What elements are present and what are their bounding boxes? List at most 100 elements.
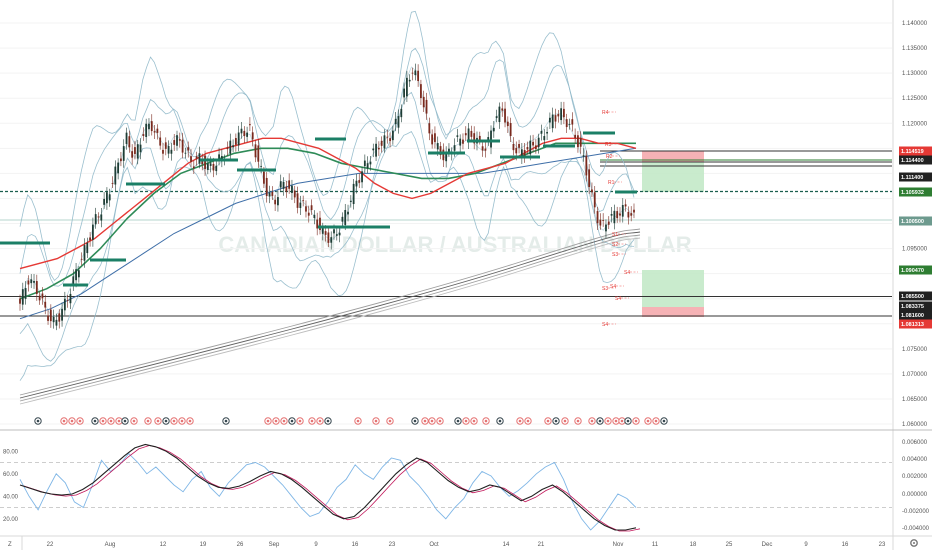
event-flag-dot — [356, 419, 360, 423]
candle-body — [361, 171, 363, 183]
candle-body — [263, 171, 265, 184]
candle-body — [506, 121, 509, 127]
candle-body — [302, 200, 305, 202]
price-tags: 1.114519 1.114400 1.111400 1.105932 1.100500… — [899, 146, 932, 329]
event-flag-dot — [518, 419, 522, 423]
candle-body — [442, 149, 445, 161]
oscillator-signal-line — [23, 445, 641, 532]
bollinger-band-lower — [19, 130, 635, 381]
price-tick-label: 1.135000 — [902, 46, 928, 52]
candle-body — [619, 213, 621, 216]
bollinger-band-upper — [19, 10, 635, 282]
candle-body — [184, 152, 187, 154]
event-flag-dot — [456, 419, 460, 423]
event-flag-dot — [298, 419, 302, 423]
long-moving-average — [19, 234, 641, 402]
candle-body — [114, 166, 117, 185]
candle-body — [187, 147, 190, 151]
candle-body — [198, 153, 201, 164]
oscillator-right-tick: 0.000000 — [902, 492, 928, 498]
candle-body — [453, 145, 456, 151]
oscillator-left-tick: 80.00 — [3, 449, 19, 455]
candle-body — [41, 293, 44, 299]
candle-body — [574, 134, 577, 139]
candle-body — [75, 269, 77, 281]
candle-body — [448, 148, 450, 153]
candle-body — [532, 141, 534, 146]
candle-body — [234, 138, 237, 145]
event-flag-dot — [646, 419, 650, 423]
price-tag-box — [899, 301, 932, 311]
candle-body — [462, 139, 464, 144]
candle-body — [103, 198, 106, 205]
candle-body — [30, 279, 33, 284]
time-tick-label: 23 — [389, 542, 396, 548]
candle-body — [377, 147, 380, 150]
candle-body — [478, 135, 481, 140]
candle-body — [582, 155, 585, 157]
event-flag-dot — [464, 419, 468, 423]
candle-body — [86, 242, 89, 254]
candle-body — [557, 114, 560, 117]
price-tag-box — [899, 172, 932, 182]
price-tag-box — [899, 319, 932, 329]
candle-body — [232, 145, 234, 148]
oscillator-fast-line — [19, 452, 637, 531]
candle-body — [372, 148, 375, 151]
candle-body — [226, 147, 229, 150]
pivot-label: S3 — [612, 252, 618, 258]
candle-body — [181, 139, 184, 153]
candle-body — [265, 177, 268, 197]
time-tick-label: Oct — [429, 542, 439, 548]
candle-body — [33, 280, 35, 283]
candle-body — [139, 144, 142, 153]
time-tick-label: 21 — [538, 542, 545, 548]
candle-body — [229, 140, 232, 154]
event-flag-dot — [117, 419, 121, 423]
candle-body — [621, 205, 624, 217]
candle-body — [627, 211, 630, 218]
candle-body — [164, 142, 167, 149]
time-axis[interactable]: 22 Aug 12 19 26 Sep 9 16 23 Oct 14 21 Nov 11 18 25 Dec 9 1… — [47, 542, 886, 548]
candle-body — [176, 135, 178, 146]
event-flag-dot — [634, 419, 638, 423]
candle-body — [487, 137, 490, 142]
candle-body — [296, 193, 299, 208]
candle-body — [288, 180, 291, 189]
candle-body — [142, 134, 145, 136]
candle-body — [327, 232, 330, 243]
candle-body — [473, 133, 476, 144]
candle-body — [305, 206, 307, 212]
candle-body — [201, 160, 204, 165]
candle-body — [80, 258, 83, 260]
price-axis[interactable]: 1.140000 1.135000 1.130000 1.125000 1.120000… — [902, 21, 928, 428]
candle-body — [386, 136, 389, 138]
candle-body — [520, 149, 523, 159]
time-tick-label: 18 — [690, 542, 697, 548]
candle-body — [610, 213, 613, 216]
candle-body — [125, 132, 128, 144]
candle-body — [69, 293, 72, 304]
event-flag-dot — [274, 419, 278, 423]
event-flag-dot — [626, 419, 630, 423]
corner-label[interactable]: Z — [8, 542, 12, 548]
event-icons-row[interactable] — [34, 417, 668, 425]
candle-body — [445, 153, 448, 162]
pivot-label: S4 — [610, 284, 616, 290]
candle-body — [417, 70, 420, 82]
teal-level-segments — [0, 131, 637, 287]
event-flag-dot — [326, 419, 330, 423]
candle-body — [484, 148, 487, 151]
pivot-label: R2 — [606, 154, 613, 160]
price-tick-label: 1.140000 — [902, 21, 928, 27]
event-flag-dot — [132, 419, 136, 423]
candle-body — [338, 232, 341, 236]
candle-body — [100, 214, 103, 221]
price-tick-label: 1.075000 — [902, 347, 928, 353]
time-tick-label: 14 — [503, 542, 510, 548]
gear-icon[interactable] — [910, 539, 918, 547]
take-profit-zone-upper — [642, 162, 704, 192]
event-flag-dot — [590, 419, 594, 423]
event-flag-dot — [498, 419, 502, 423]
